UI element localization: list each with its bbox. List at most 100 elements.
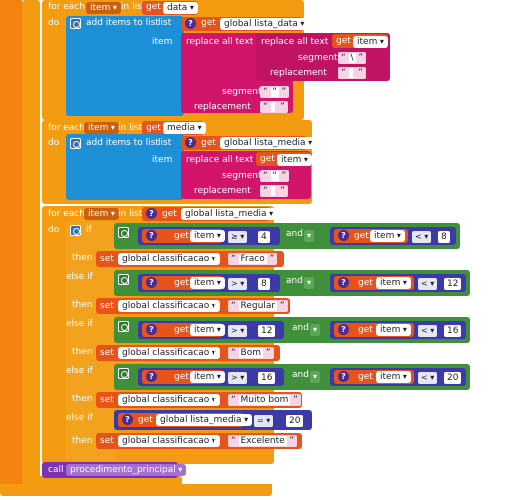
set3-value[interactable]: Bom bbox=[238, 348, 263, 358]
loop2-replacement-value[interactable] bbox=[270, 186, 275, 196]
c1-get-a-help-icon[interactable]: ? bbox=[146, 230, 157, 241]
c1-and-chevron-icon[interactable]: ▾ bbox=[304, 230, 315, 242]
c4-n-b-value[interactable]: 20 bbox=[444, 372, 462, 384]
c1-get-b-help-icon[interactable]: ? bbox=[338, 230, 349, 241]
set5-value-string[interactable]: “ Excelente ” bbox=[228, 435, 298, 447]
c4-mutator-icon[interactable] bbox=[118, 368, 129, 379]
loop3-in-list-label: in list bbox=[118, 209, 143, 219]
c4-get-b-help-icon[interactable]: ? bbox=[338, 371, 349, 382]
loop2-list-label: list bbox=[158, 138, 172, 148]
loop1-target-help-icon[interactable]: ? bbox=[185, 18, 196, 29]
c2-get-a-help-icon[interactable]: ? bbox=[146, 277, 157, 288]
if-mutator-icon[interactable] bbox=[70, 225, 81, 236]
c4-op-b-dropdown[interactable]: < bbox=[418, 372, 438, 384]
set4-value-string[interactable]: “ Muito bom ” bbox=[228, 394, 301, 406]
loop2-replacement-string[interactable]: “ ” bbox=[260, 185, 288, 197]
set2-value[interactable]: Regular bbox=[238, 301, 278, 311]
c2-var-b-dropdown[interactable]: item bbox=[376, 277, 411, 289]
c1-n-a-value[interactable]: 4 bbox=[258, 231, 270, 243]
c2-mutator-icon[interactable] bbox=[118, 274, 129, 285]
c5-get-help-icon[interactable]: ? bbox=[122, 414, 133, 425]
loop1-add-mutator-icon[interactable] bbox=[70, 18, 81, 29]
loop2-segment-string[interactable]: “ " ” bbox=[260, 170, 290, 182]
c3-n-a-value[interactable]: 12 bbox=[258, 325, 276, 337]
loop2-add-mutator-icon[interactable] bbox=[70, 138, 81, 149]
c1-n-b-value[interactable]: 8 bbox=[438, 231, 450, 243]
c3-and-chevron-icon[interactable]: ▾ bbox=[310, 324, 321, 336]
c1-var-a-dropdown[interactable]: item bbox=[190, 230, 225, 242]
set3-value-string[interactable]: “ Bom ” bbox=[228, 347, 274, 359]
loop1-replacement2-value[interactable] bbox=[270, 102, 275, 112]
c3-get-a-help-icon[interactable]: ? bbox=[146, 324, 157, 335]
loop1-replacement-value[interactable] bbox=[348, 68, 353, 78]
c3-get-b-help-icon[interactable]: ? bbox=[338, 324, 349, 335]
loop2-replace-var-dropdown[interactable]: item bbox=[277, 154, 312, 166]
set5-value[interactable]: Excelente bbox=[238, 436, 287, 446]
loop3-list-dropdown[interactable]: global lista_media bbox=[181, 208, 278, 220]
set4-var-dropdown[interactable]: global classificacao bbox=[118, 394, 220, 406]
c2-op-a-dropdown[interactable]: > bbox=[228, 278, 248, 290]
c2-get-b-help-icon[interactable]: ? bbox=[338, 277, 349, 288]
c1-get-a-label: get bbox=[174, 231, 189, 241]
loop2-add-items-block[interactable] bbox=[66, 134, 184, 200]
then4-label: then bbox=[72, 394, 93, 404]
call-procedure-dropdown[interactable]: procedimento_principal bbox=[66, 464, 187, 476]
set1-value[interactable]: Fraco bbox=[238, 254, 267, 264]
c2-var-a-dropdown[interactable]: item bbox=[190, 277, 225, 289]
c5-var-dropdown[interactable]: global lista_media bbox=[156, 414, 253, 426]
c5-n-value[interactable]: 20 bbox=[286, 415, 304, 427]
loop1-data-dropdown[interactable]: data bbox=[163, 2, 198, 14]
loop2-for-each-label: for each bbox=[48, 123, 85, 133]
c5-op-dropdown[interactable]: = bbox=[254, 415, 274, 427]
loop1-segment2-string[interactable]: “ " ” bbox=[260, 86, 290, 98]
c3-op-b-dropdown[interactable]: < bbox=[418, 325, 438, 337]
c4-op-a-dropdown[interactable]: > bbox=[228, 372, 248, 384]
set3-var-dropdown[interactable]: global classificacao bbox=[118, 347, 220, 359]
loop1-inner-var-dropdown[interactable]: item bbox=[353, 36, 388, 48]
c2-and-chevron-icon[interactable]: ▾ bbox=[304, 277, 315, 289]
loop2-var-dropdown[interactable]: item bbox=[84, 122, 119, 134]
loop2-media-dropdown[interactable]: media bbox=[163, 122, 206, 134]
set1-value-string[interactable]: “ Fraco ” bbox=[228, 253, 278, 265]
outer-frame-bottom2 bbox=[22, 476, 182, 486]
c3-n-b-value[interactable]: 16 bbox=[444, 325, 462, 337]
loop3-var-dropdown[interactable]: item bbox=[84, 208, 119, 220]
loop1-replacement-string[interactable]: “ ” bbox=[338, 67, 366, 79]
set2-var-dropdown[interactable]: global classificacao bbox=[118, 300, 220, 312]
c2-n-b-value[interactable]: 12 bbox=[444, 278, 462, 290]
c2-get-a-label: get bbox=[174, 278, 189, 288]
set2-value-string[interactable]: “ Regular ” bbox=[228, 300, 288, 312]
c2-n-a-value[interactable]: 8 bbox=[258, 278, 270, 290]
c4-n-a-value[interactable]: 16 bbox=[258, 372, 276, 384]
c1-var-b-dropdown[interactable]: item bbox=[370, 230, 405, 242]
loop1-segment2-value[interactable]: " bbox=[270, 87, 279, 97]
c4-var-a-dropdown[interactable]: item bbox=[190, 371, 225, 383]
loop2-target-dropdown[interactable]: global lista_media bbox=[220, 137, 317, 149]
c3-op-a-dropdown[interactable]: > bbox=[228, 325, 248, 337]
loop1-target-dropdown[interactable]: global lista_data bbox=[220, 18, 309, 30]
c3-mutator-icon[interactable] bbox=[118, 321, 129, 332]
loop2-replace-get-label: get bbox=[260, 154, 275, 164]
c4-and-chevron-icon[interactable]: ▾ bbox=[310, 371, 321, 383]
loop2-target-help-icon[interactable]: ? bbox=[185, 137, 196, 148]
c1-mutator-icon[interactable] bbox=[118, 227, 129, 238]
outer-frame-left bbox=[0, 0, 22, 496]
c1-op-b-dropdown[interactable]: < bbox=[412, 231, 432, 243]
c4-var-b-dropdown[interactable]: item bbox=[376, 371, 411, 383]
c1-op-a-dropdown[interactable]: ≥ bbox=[228, 231, 248, 243]
loop3-list-help-icon[interactable]: ? bbox=[146, 208, 157, 219]
loop1-segment-value[interactable]: \ bbox=[348, 53, 356, 63]
set1-var-dropdown[interactable]: global classificacao bbox=[118, 253, 220, 265]
set5-var-dropdown[interactable]: global classificacao bbox=[118, 435, 220, 447]
set4-value[interactable]: Muito bom bbox=[238, 395, 291, 405]
c3-var-a-dropdown[interactable]: item bbox=[190, 324, 225, 336]
loop1-replacement2-string[interactable]: “ ” bbox=[260, 101, 288, 113]
c4-get-a-help-icon[interactable]: ? bbox=[146, 371, 157, 382]
c2-op-b-dropdown[interactable]: < bbox=[418, 278, 438, 290]
loop1-target-get-label: get bbox=[201, 18, 216, 28]
loop1-var-dropdown[interactable]: item bbox=[86, 2, 121, 14]
loop1-segment-string[interactable]: “ \ ” bbox=[338, 52, 367, 64]
c3-var-b-dropdown[interactable]: item bbox=[376, 324, 411, 336]
loop2-segment-value[interactable]: " bbox=[270, 171, 279, 181]
loop1-add-items-block[interactable] bbox=[66, 16, 184, 116]
